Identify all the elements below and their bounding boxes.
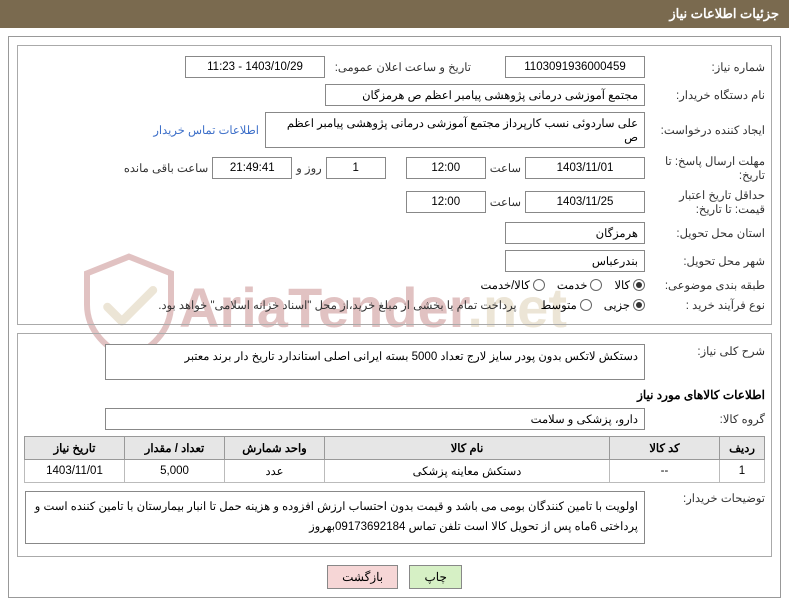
province-field: هرمزگان xyxy=(505,222,645,244)
purchase-type-label: نوع فرآیند خرید : xyxy=(645,298,765,312)
main-form-frame: شماره نیاز: 1103091936000459 تاریخ و ساع… xyxy=(17,45,772,325)
radio-medium-label: متوسط xyxy=(541,298,577,312)
radio-minor-label: جزیی xyxy=(604,298,630,312)
td-name: دستکش معاینه پزشکی xyxy=(325,460,610,483)
buyer-org-label: نام دستگاه خریدار: xyxy=(645,88,765,102)
radio-goods[interactable] xyxy=(633,279,645,291)
buyer-org-field: مجتمع آموزشی درمانی پژوهشی پیامبر اعظم ص… xyxy=(325,84,645,106)
city-field: بندرعباس xyxy=(505,250,645,272)
radio-minor[interactable] xyxy=(633,299,645,311)
remaining-label: ساعت باقی مانده xyxy=(120,161,212,175)
days-field: 1 xyxy=(326,157,386,179)
validity-label: حداقل تاریخ اعتبار قیمت: تا تاریخ: xyxy=(645,188,765,216)
purchase-type-radio-group: جزیی متوسط xyxy=(541,298,645,312)
description-field: دستکش لاتکس بدون پودر سایز لارج تعداد 50… xyxy=(105,344,645,380)
classification-label: طبقه بندی موضوعی: xyxy=(645,278,765,292)
print-button[interactable]: چاپ xyxy=(409,565,461,589)
td-code: -- xyxy=(610,460,720,483)
payment-note: پرداخت تمام یا بخشی از مبلغ خرید،از محل … xyxy=(24,298,521,312)
back-button[interactable]: بازگشت xyxy=(327,565,398,589)
button-row: چاپ بازگشت xyxy=(17,565,772,589)
th-name: نام کالا xyxy=(325,437,610,460)
need-number-label: شماره نیاز: xyxy=(645,60,765,74)
table-row: 1 -- دستکش معاینه پزشکی عدد 5,000 1403/1… xyxy=(25,460,765,483)
deadline-reply-label: مهلت ارسال پاسخ: تا تاریخ: xyxy=(645,154,765,182)
validity-date-field: 1403/11/25 xyxy=(525,191,645,213)
radio-both[interactable] xyxy=(533,279,545,291)
th-row: ردیف xyxy=(720,437,765,460)
th-unit: واحد شمارش xyxy=(225,437,325,460)
days-label: روز و xyxy=(292,161,325,175)
group-field: دارو، پزشکی و سلامت xyxy=(105,408,645,430)
announce-field: 1403/10/29 - 11:23 xyxy=(185,56,325,78)
need-number-field: 1103091936000459 xyxy=(505,56,645,78)
buyer-contact-link[interactable]: اطلاعات تماس خریدار xyxy=(153,123,265,137)
page-title: جزئیات اطلاعات نیاز xyxy=(669,6,779,21)
td-need-date: 1403/11/01 xyxy=(25,460,125,483)
time-label-1: ساعت xyxy=(486,161,525,175)
creator-label: ایجاد کننده درخواست: xyxy=(645,123,765,137)
radio-service-label: خدمت xyxy=(557,278,588,292)
td-qty: 5,000 xyxy=(125,460,225,483)
details-frame: شرح کلی نیاز: دستکش لاتکس بدون پودر سایز… xyxy=(17,333,772,557)
announce-label: تاریخ و ساعت اعلان عمومی: xyxy=(325,60,475,74)
goods-table: ردیف کد کالا نام کالا واحد شمارش تعداد /… xyxy=(24,436,765,483)
creator-field: علی ساردوئی نسب کارپرداز مجتمع آموزشی در… xyxy=(265,112,645,148)
page-header: جزئیات اطلاعات نیاز xyxy=(0,0,789,28)
th-qty: تعداد / مقدار xyxy=(125,437,225,460)
goods-section-title: اطلاعات کالاهای مورد نیاز xyxy=(24,388,765,402)
radio-goods-label: کالا xyxy=(614,278,630,292)
description-label: شرح کلی نیاز: xyxy=(645,344,765,358)
radio-medium[interactable] xyxy=(580,299,592,311)
province-label: استان محل تحویل: xyxy=(645,226,765,240)
validity-time-field: 12:00 xyxy=(406,191,486,213)
buyer-notes-field: اولویت با تامین کنندگان بومی می باشد و ق… xyxy=(25,491,645,544)
outer-frame: AriaTender.net شماره نیاز: 1103091936000… xyxy=(8,36,781,598)
radio-service[interactable] xyxy=(590,279,602,291)
th-code: کد کالا xyxy=(610,437,720,460)
th-need-date: تاریخ نیاز xyxy=(25,437,125,460)
buyer-notes-label: توضیحات خریدار: xyxy=(645,491,765,505)
radio-both-label: کالا/خدمت xyxy=(481,278,530,292)
deadline-reply-date-field: 1403/11/01 xyxy=(525,157,645,179)
time-label-2: ساعت xyxy=(486,195,525,209)
city-label: شهر محل تحویل: xyxy=(645,254,765,268)
group-label: گروه کالا: xyxy=(645,412,765,426)
remaining-time-field: 21:49:41 xyxy=(212,157,292,179)
deadline-reply-time-field: 12:00 xyxy=(406,157,486,179)
classification-radio-group: کالا خدمت کالا/خدمت xyxy=(481,278,646,292)
td-row: 1 xyxy=(720,460,765,483)
td-unit: عدد xyxy=(225,460,325,483)
